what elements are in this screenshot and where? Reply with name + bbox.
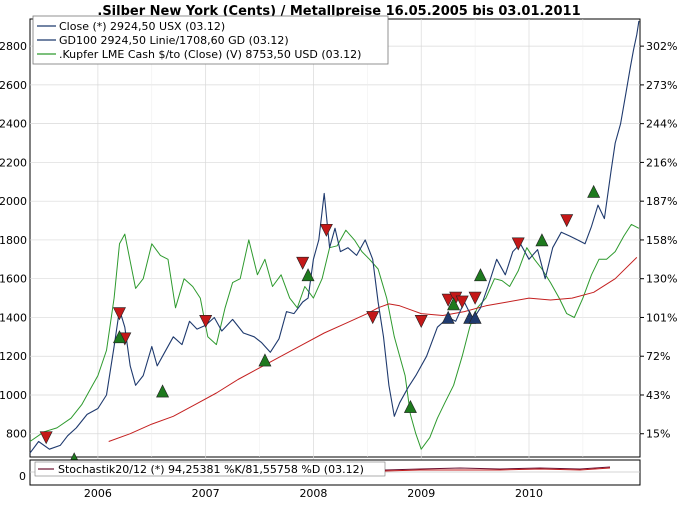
x-tick-label: 2006 <box>84 487 112 500</box>
sell-marker <box>414 315 428 329</box>
sell-marker <box>366 311 380 325</box>
lower-panel-legend: Stochastik20/12 (*) 94,25381 %K/81,55758… <box>58 463 364 476</box>
chart-title: .Silber New York (Cents) / Metallpreise … <box>97 4 580 19</box>
legend: Close (*) 2924,50 USX (03.12) GD100 2924… <box>32 15 389 65</box>
lower-panel-zero-tick: 0 <box>19 470 26 483</box>
y-tick-right: 187% <box>646 195 677 208</box>
y-tick-right: 72% <box>646 350 670 363</box>
y-tick-left: 2800 <box>0 40 27 53</box>
legend-entry-0: Close (*) 2924,50 USX (03.12) <box>59 20 225 33</box>
buy-marker <box>587 184 601 198</box>
sell-marker <box>560 214 574 228</box>
legend-entry-1: GD100 2924,50 Linie/1708,60 GD (03.12) <box>59 34 289 47</box>
y-tick-left: 1600 <box>0 273 27 286</box>
series-line-2 <box>29 223 640 450</box>
series-line-1 <box>108 257 638 442</box>
y-tick-right: 216% <box>646 156 677 169</box>
buy-marker <box>535 233 549 247</box>
y-axis-left: 800 1000 1200 1400 1600 1800 2000 2200 2400 2600 2… <box>0 40 27 441</box>
series-line-0 <box>29 20 640 454</box>
neutral-marker <box>468 310 482 324</box>
buy-marker <box>258 353 272 367</box>
y-tick-left: 1800 <box>0 234 27 247</box>
buy-marker <box>301 268 315 282</box>
y-tick-right: 101% <box>646 311 677 324</box>
y-tick-right: 43% <box>646 389 670 402</box>
y-tick-left: 2000 <box>0 195 27 208</box>
legend-box <box>32 15 389 65</box>
sell-marker <box>468 291 482 305</box>
y-tick-right: 158% <box>646 234 677 247</box>
buy-marker <box>403 399 417 413</box>
y-tick-right: 15% <box>646 428 670 441</box>
x-tick-label: 2007 <box>192 487 220 500</box>
sell-marker <box>39 431 53 445</box>
sell-marker <box>296 256 310 270</box>
sell-marker <box>319 223 333 237</box>
legend-entry-2: .Kupfer LME Cash $/to (Close) (V) 8753,5… <box>59 48 361 61</box>
buy-marker <box>474 268 487 282</box>
x-axis: 2006 2007 2008 2009 2010 <box>84 487 543 500</box>
sell-marker <box>511 237 525 251</box>
buy-marker <box>447 297 461 311</box>
y-tick-left: 2200 <box>0 156 27 169</box>
y-tick-left: 2400 <box>0 118 27 131</box>
grid-layer <box>30 19 640 485</box>
sell-marker <box>112 307 126 321</box>
y-tick-left: 1400 <box>0 311 27 324</box>
sell-marker <box>455 295 469 309</box>
lower-panel-stoch-k <box>384 466 611 471</box>
marker-layer <box>39 184 601 466</box>
sell-marker <box>199 315 213 329</box>
x-tick-label: 2008 <box>299 487 327 500</box>
y-tick-right: 244% <box>646 118 677 131</box>
buy-marker <box>156 384 170 398</box>
series-layer <box>29 20 640 454</box>
y-tick-left: 1200 <box>0 350 27 363</box>
y-tick-right: 130% <box>646 273 677 286</box>
y-tick-left: 2600 <box>0 79 27 92</box>
y-tick-right: 302% <box>646 40 677 53</box>
x-tick-label: 2010 <box>515 487 543 500</box>
y-tick-left: 800 <box>6 428 27 441</box>
neutral-marker <box>441 310 455 324</box>
buy-marker <box>112 330 126 344</box>
lower-panel-legend-box <box>34 461 386 477</box>
y-axis-right: 15% 43% 72% 101% 130% 158% 187% 216% 244% 273% 302… <box>640 40 677 441</box>
lower-panel-stoch-d <box>384 467 611 472</box>
sell-marker <box>441 293 455 307</box>
y-tick-right: 273% <box>646 79 677 92</box>
y-tick-left: 1000 <box>0 389 27 402</box>
x-tick-label: 2009 <box>407 487 435 500</box>
